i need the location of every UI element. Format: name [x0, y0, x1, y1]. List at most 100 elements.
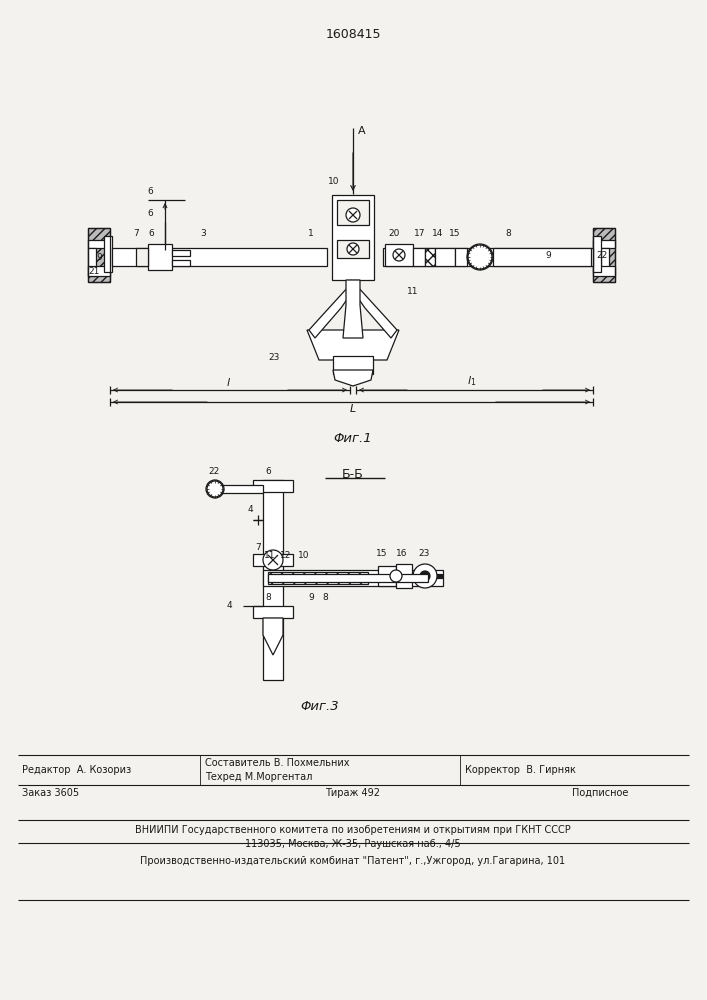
- Text: Техред М.Моргентал: Техред М.Моргентал: [205, 772, 312, 782]
- Text: Составитель В. Похмельних: Составитель В. Похмельних: [205, 758, 349, 768]
- Text: 8: 8: [505, 229, 510, 238]
- Text: 22: 22: [208, 467, 219, 476]
- Circle shape: [468, 245, 492, 269]
- Text: 10: 10: [298, 551, 310, 560]
- Text: 113035, Москва, Ж-35, Раушская наб., 4/5: 113035, Москва, Ж-35, Раушская наб., 4/5: [245, 839, 461, 849]
- Polygon shape: [307, 330, 399, 360]
- Text: 11: 11: [407, 288, 419, 296]
- Bar: [268, 574, 428, 582]
- Polygon shape: [263, 618, 283, 655]
- Bar: [333, 356, 373, 374]
- Bar: [253, 606, 293, 618]
- Bar: [593, 236, 601, 272]
- Text: 20: 20: [388, 229, 399, 238]
- Bar: [263, 480, 283, 680]
- Bar: [88, 266, 110, 276]
- Circle shape: [207, 481, 223, 497]
- Circle shape: [347, 243, 359, 255]
- Text: Корректор  В. Гирняк: Корректор В. Гирняк: [465, 765, 576, 775]
- Text: Заказ 3605: Заказ 3605: [22, 788, 79, 798]
- Text: 21: 21: [88, 267, 100, 276]
- Bar: [413, 248, 425, 266]
- Text: 6: 6: [148, 229, 153, 238]
- Text: 17: 17: [414, 229, 426, 238]
- Bar: [253, 554, 293, 566]
- Circle shape: [390, 570, 402, 582]
- Polygon shape: [351, 280, 397, 338]
- Bar: [385, 244, 413, 266]
- Bar: [332, 195, 374, 280]
- Text: 1608415: 1608415: [325, 28, 381, 41]
- Text: L: L: [350, 404, 356, 414]
- Bar: [88, 240, 110, 248]
- Text: Подписное: Подписное: [572, 788, 629, 798]
- Bar: [593, 266, 615, 276]
- Text: 14: 14: [432, 229, 443, 238]
- Bar: [253, 480, 293, 492]
- Bar: [455, 248, 467, 266]
- Text: 4: 4: [226, 601, 232, 610]
- Text: Редактор  А. Козориз: Редактор А. Козориз: [22, 765, 132, 775]
- Bar: [337, 200, 369, 225]
- Polygon shape: [309, 280, 355, 338]
- Text: 22: 22: [596, 251, 607, 260]
- Bar: [263, 570, 443, 586]
- Text: Б-Б: Б-Б: [342, 468, 364, 481]
- Bar: [172, 250, 190, 256]
- Bar: [601, 248, 609, 276]
- Bar: [425, 248, 435, 266]
- Bar: [412, 574, 442, 578]
- Circle shape: [346, 208, 360, 222]
- Bar: [493, 248, 591, 266]
- Text: 23: 23: [268, 354, 279, 362]
- Text: 9: 9: [96, 253, 102, 262]
- Text: 12: 12: [280, 551, 291, 560]
- Bar: [337, 240, 369, 258]
- Text: 6: 6: [265, 467, 271, 476]
- Circle shape: [420, 571, 430, 581]
- Bar: [136, 248, 148, 266]
- Text: 8: 8: [322, 593, 328, 602]
- Bar: [268, 572, 368, 584]
- Text: 7: 7: [255, 544, 261, 552]
- Text: 8: 8: [265, 593, 271, 602]
- Polygon shape: [88, 228, 110, 282]
- Text: 15: 15: [449, 229, 460, 238]
- Bar: [383, 248, 593, 266]
- Text: 9: 9: [308, 593, 314, 602]
- Bar: [104, 236, 112, 272]
- Text: 6: 6: [147, 187, 153, 196]
- Text: 6: 6: [147, 209, 153, 218]
- Circle shape: [393, 249, 405, 261]
- Text: Φиг.3: Φиг.3: [300, 700, 339, 713]
- Text: $l_1$: $l_1$: [467, 374, 477, 388]
- Bar: [220, 485, 263, 493]
- Polygon shape: [343, 280, 363, 338]
- Bar: [396, 564, 412, 588]
- Circle shape: [263, 550, 283, 570]
- Bar: [148, 244, 172, 270]
- Text: Тираж 492: Тираж 492: [325, 788, 380, 798]
- Bar: [172, 260, 190, 266]
- Text: 9: 9: [545, 251, 551, 260]
- Text: A: A: [358, 126, 366, 136]
- Text: 3: 3: [200, 229, 206, 238]
- Text: 10: 10: [328, 177, 339, 186]
- Polygon shape: [333, 370, 373, 386]
- Text: 1: 1: [308, 229, 314, 238]
- Text: 23: 23: [418, 549, 429, 558]
- Text: Φиг.1: Φиг.1: [334, 432, 373, 445]
- Bar: [88, 248, 96, 276]
- Text: 15: 15: [376, 549, 387, 558]
- Text: 4: 4: [248, 505, 254, 514]
- Text: 16: 16: [396, 549, 407, 558]
- Bar: [593, 240, 615, 248]
- Bar: [435, 248, 455, 266]
- Text: 11: 11: [264, 551, 276, 560]
- Bar: [378, 566, 396, 586]
- Bar: [112, 248, 327, 266]
- Text: ВНИИПИ Государственного комитета по изобретениям и открытиям при ГКНТ СССР: ВНИИПИ Государственного комитета по изоб…: [135, 825, 571, 835]
- Circle shape: [413, 564, 437, 588]
- Polygon shape: [593, 228, 615, 282]
- Text: Производственно-издательский комбинат "Патент", г.,Ужгород, ул.Гагарина, 101: Производственно-издательский комбинат "П…: [141, 856, 566, 866]
